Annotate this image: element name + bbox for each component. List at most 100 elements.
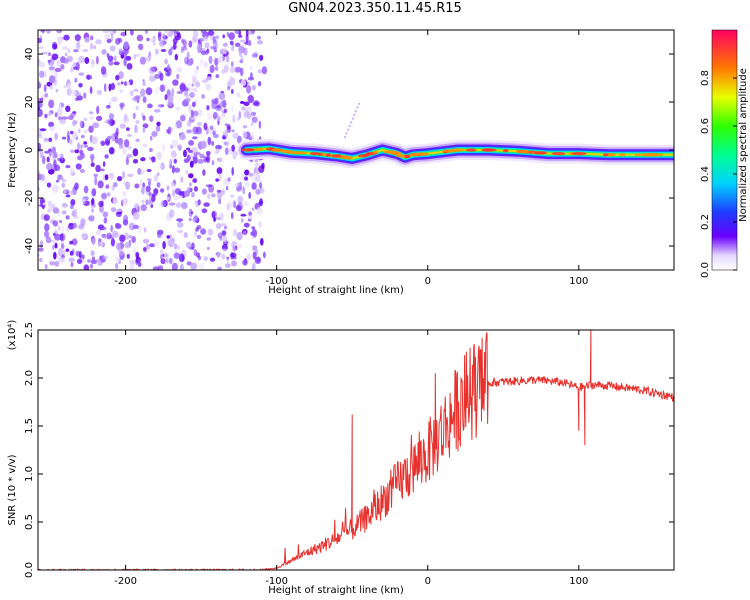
noise-speckle: [174, 53, 178, 61]
noise-speckle: [165, 258, 169, 264]
noise-speckle: [105, 184, 110, 189]
noise-speckle: [102, 161, 106, 167]
noise-speckle: [100, 226, 107, 231]
noise-speckle: [39, 240, 44, 248]
noise-speckle: [66, 87, 72, 96]
noise-speckle: [41, 30, 45, 34]
noise-speckle: [222, 99, 227, 109]
noise-speckle: [43, 214, 50, 222]
noise-speckle: [140, 88, 146, 97]
noise-speckle: [199, 263, 205, 270]
noise-speckle: [223, 225, 228, 230]
noise-speckle: [83, 92, 87, 99]
y-axis-title: SNR (10 * v/v): [7, 454, 18, 525]
noise-speckle: [252, 251, 257, 260]
noise-speckle: [181, 38, 185, 44]
noise-speckle: [123, 81, 128, 87]
noise-speckle: [51, 184, 59, 193]
noise-speckle: [145, 87, 153, 96]
signal-peak: [253, 147, 264, 151]
noise-speckle: [91, 136, 98, 145]
noise-speckle: [107, 55, 114, 62]
noise-speckle: [63, 190, 67, 195]
noise-speckle: [256, 40, 263, 45]
noise-speckle: [156, 151, 162, 160]
noise-speckle: [98, 238, 102, 242]
noise-speckle: [208, 55, 213, 64]
noise-speckle: [159, 40, 165, 47]
noise-speckle: [54, 132, 58, 140]
noise-speckle: [72, 120, 78, 125]
noise-speckle: [141, 186, 145, 195]
y-multiplier-label: (x10⁴): [7, 320, 18, 351]
noise-speckle: [196, 225, 202, 230]
noise-speckle: [40, 97, 44, 102]
noise-speckle: [201, 188, 207, 195]
noise-speckle: [231, 46, 234, 52]
signal-peak: [331, 154, 342, 158]
signal-peak: [647, 153, 664, 157]
noise-speckle: [61, 136, 67, 140]
noise-speckle: [61, 202, 68, 208]
noise-speckle: [69, 250, 74, 256]
noise-speckle: [214, 66, 219, 71]
noise-speckle: [84, 57, 90, 64]
noise-speckle: [251, 53, 259, 58]
noise-speckle: [192, 101, 196, 108]
noise-speckle: [166, 71, 171, 77]
noise-speckle: [206, 105, 210, 111]
noise-speckle: [135, 120, 140, 124]
noise-speckle: [51, 53, 59, 60]
x-tick-label: -100: [265, 276, 288, 287]
noise-speckle: [132, 159, 139, 164]
noise-speckle: [74, 34, 81, 42]
noise-speckle: [205, 150, 211, 156]
noise-speckle: [239, 101, 245, 104]
noise-speckle: [119, 89, 123, 93]
signal-peak: [603, 153, 608, 157]
noise-speckle: [248, 136, 255, 140]
noise-speckle: [162, 241, 166, 250]
noise-speckle: [145, 56, 152, 62]
noise-speckle: [171, 88, 174, 97]
noise-speckle: [185, 241, 192, 249]
noise-speckle: [70, 67, 73, 73]
x-tick-label: -100: [265, 576, 288, 587]
noise-speckle: [91, 188, 97, 197]
noise-speckle: [180, 115, 186, 122]
noise-speckle: [97, 261, 103, 266]
noise-speckle: [207, 136, 212, 146]
noise-speckle: [88, 125, 94, 133]
noise-speckle: [48, 52, 51, 57]
noise-speckle: [101, 49, 107, 55]
noise-speckle: [215, 217, 221, 220]
noise-speckle: [199, 153, 205, 159]
noise-speckle: [226, 125, 232, 133]
noise-speckle: [118, 71, 124, 80]
noise-speckle: [163, 252, 169, 261]
noise-speckle: [38, 247, 44, 252]
noise-speckle: [125, 181, 130, 190]
noise-speckle: [251, 84, 256, 91]
noise-speckle: [102, 30, 110, 34]
noise-speckle: [67, 83, 72, 89]
noise-speckle: [254, 172, 258, 177]
noise-speckle: [122, 49, 129, 55]
noise-speckle: [52, 43, 58, 50]
spectrogram-image: [38, 30, 674, 270]
noise-speckle: [251, 116, 258, 124]
noise-speckle: [238, 50, 242, 57]
noise-speckle: [83, 141, 88, 145]
noise-speckle: [137, 262, 142, 268]
noise-speckle: [240, 218, 244, 223]
noise-speckle: [229, 66, 236, 74]
noise-speckle: [209, 64, 215, 73]
noise-speckle: [78, 224, 85, 230]
noise-speckle: [83, 144, 89, 148]
noise-speckle: [188, 208, 193, 218]
colorbar-tick-label: 0.8: [700, 70, 711, 86]
noise-speckle: [104, 174, 109, 181]
noise-speckle: [161, 143, 166, 152]
noise-speckle: [166, 238, 173, 247]
noise-speckle: [41, 174, 45, 182]
